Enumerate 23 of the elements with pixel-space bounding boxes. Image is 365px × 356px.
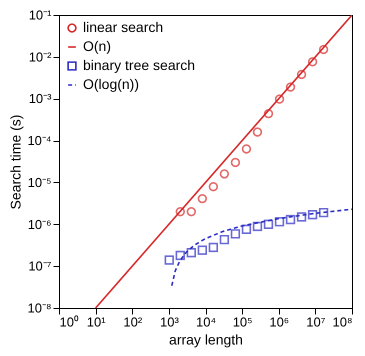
x-tick-label: 10³ (160, 314, 180, 330)
y-tick-label: 10⁻³ (28, 91, 52, 106)
legend-label: O(log(n)) (83, 76, 140, 92)
x-axis-title: array length (169, 332, 243, 348)
x-tick-label: 10² (123, 314, 143, 330)
x-tick-label: 10¹ (86, 314, 106, 330)
y-tick-label: 10⁻⁴ (27, 133, 52, 148)
x-tick-label: 10⁵ (232, 314, 253, 330)
y-tick-label: 10⁻² (28, 49, 52, 64)
x-tick-label: 10⁴ (196, 314, 216, 330)
x-tick-label: 10⁶ (269, 314, 290, 330)
legend-label: binary tree search (83, 57, 196, 73)
y-tick-label: 10⁻⁷ (28, 258, 52, 274)
x-tick-label: 10⁷ (306, 314, 326, 330)
y-tick-label: 10⁻⁵ (28, 174, 52, 190)
y-axis-title: Search time (s) (7, 114, 24, 210)
y-tick-label: 10⁻⁶ (28, 216, 52, 232)
legend-label: O(n) (83, 38, 111, 54)
y-tick-label: 10⁻¹ (28, 8, 52, 22)
y-tick-label: 10⁻⁸ (28, 300, 52, 316)
x-tick-label: 10⁸ (332, 314, 352, 330)
x-tick-label: 10⁰ (60, 314, 79, 330)
legend-label: linear search (83, 19, 164, 35)
